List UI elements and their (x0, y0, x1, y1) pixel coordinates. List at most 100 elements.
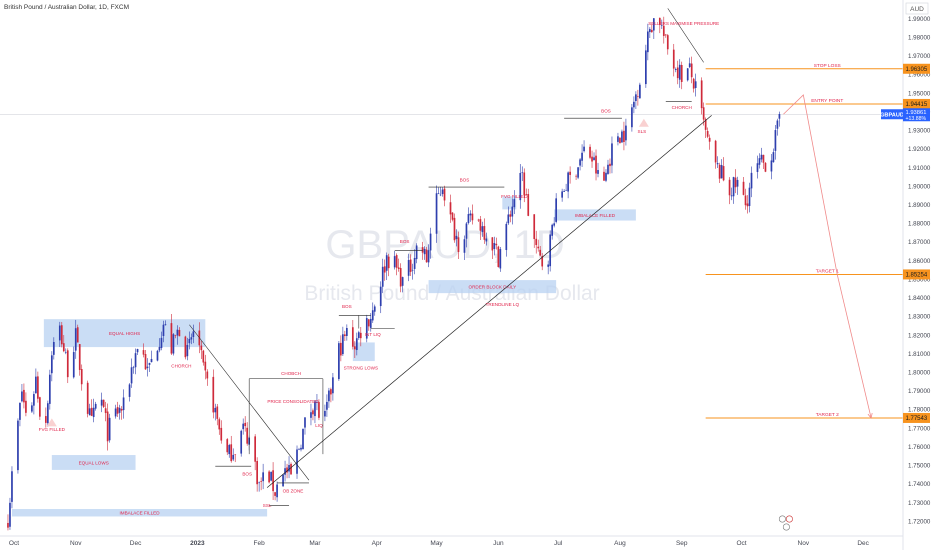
candle-body (216, 406, 219, 419)
candle-body (399, 268, 402, 287)
candle-body (104, 408, 107, 413)
candle-body (44, 416, 47, 423)
candle-body (33, 394, 35, 406)
candle-body (609, 163, 611, 167)
annotation-label: BOS (242, 472, 252, 477)
candle-body (409, 259, 412, 272)
level-label: ENTRY POINT (811, 98, 843, 104)
candle-body (23, 389, 25, 403)
time-axis[interactable]: Oct Nov Dec 2023 Feb Mar Apr May Jun Jul Aug Sep Oct… (0, 515, 903, 547)
candle-body (511, 206, 514, 217)
price-tick-label: 1.81000 (908, 351, 931, 358)
candle-body (290, 463, 292, 475)
level-label: STOP LOSS (814, 63, 841, 69)
candle-body (730, 195, 733, 197)
time-tick-label: Nov (798, 540, 810, 547)
candle-body (479, 219, 482, 231)
candle-body (246, 427, 249, 444)
candle-body (435, 193, 438, 234)
candle-body (134, 353, 137, 368)
candle-body (132, 367, 135, 369)
zone-box-label: IMBALACE FILLED (119, 511, 160, 516)
price-tick-label: 1.73000 (908, 500, 931, 507)
candle-body (465, 223, 468, 239)
candle-body (7, 522, 9, 528)
candle-body (427, 250, 430, 263)
annotation-label: SELLERS MAXIMISE PRESSURE (648, 21, 719, 26)
candle-body (521, 172, 524, 174)
candle-body (471, 213, 474, 221)
price-tick-label: 1.96000 (908, 72, 931, 79)
price-axis[interactable]: AUD 1.72000 1.73000 1.74000 1.75000 1.76000 1.… (880, 0, 932, 550)
annotation-label: CHORCH (672, 105, 692, 110)
time-tick-label: Dec (857, 540, 869, 547)
annotation-label: BOS (342, 304, 352, 309)
candle-body (623, 130, 625, 142)
level-price-text: 1.85254 (906, 273, 928, 279)
candle-body (298, 448, 300, 450)
candle-body (607, 164, 609, 174)
candle-body (561, 191, 563, 198)
candle-body (728, 179, 731, 196)
candle-body (144, 354, 147, 370)
candle-body (258, 482, 260, 484)
candle-body (407, 260, 410, 276)
candle-body (411, 269, 414, 271)
zone-box (554, 209, 636, 221)
candle-body (156, 350, 159, 361)
time-tick-label: Oct (736, 540, 746, 547)
candle-body (778, 114, 781, 119)
candle-body (485, 238, 488, 242)
candle-body (565, 189, 567, 191)
candle-body (100, 399, 103, 406)
candle-body (365, 318, 368, 339)
candle-body (188, 338, 191, 344)
candle-body (178, 329, 181, 337)
candle-body (619, 137, 621, 144)
candle-body (537, 246, 540, 249)
candle-body (282, 474, 284, 487)
candle-body (300, 447, 302, 450)
annotation-label: BOS (601, 109, 611, 114)
candle-body (31, 405, 33, 412)
candle-body (547, 264, 550, 267)
price-tick-label: 1.89000 (908, 202, 931, 209)
candle-body (332, 377, 334, 394)
candle-body (401, 277, 404, 286)
candle-body (186, 344, 189, 357)
candle-body (680, 65, 683, 82)
candle-body (260, 481, 262, 483)
annotation-label: OB ZONE (283, 488, 304, 493)
chart-header-title: British Pound / Australian Dollar, 1D, F… (4, 4, 129, 11)
candle-body (80, 369, 83, 385)
candle-body (437, 193, 440, 194)
candle-body (453, 217, 456, 241)
candle-body (650, 29, 653, 33)
candle-body (218, 419, 221, 430)
candle-body (351, 327, 354, 347)
candle-body (373, 306, 376, 312)
candle-body (76, 327, 79, 343)
candle-body (234, 454, 237, 456)
level-label: TARGET 2 (816, 412, 839, 418)
candles (7, 16, 781, 531)
candle-body (345, 327, 348, 336)
time-tick-label: Feb (254, 540, 266, 547)
candle-body (35, 376, 37, 394)
candle-body (355, 338, 358, 351)
annotation-label: CHORCH (171, 364, 191, 369)
candle-body (312, 410, 314, 415)
candle-body (200, 345, 203, 351)
annotation-label: PRICE CONSOLIDATED (267, 399, 319, 404)
candle-body (338, 343, 340, 380)
candle-body (276, 484, 278, 498)
candle-body (310, 412, 312, 418)
candle-body (272, 470, 274, 492)
candle-body (102, 399, 105, 407)
candle-body (633, 101, 635, 108)
price-tick-label: 1.90000 (908, 183, 931, 190)
level-price-tag (903, 98, 930, 109)
price-tick-label: 1.86000 (908, 258, 931, 265)
price-tick-label: 1.88000 (908, 221, 931, 228)
